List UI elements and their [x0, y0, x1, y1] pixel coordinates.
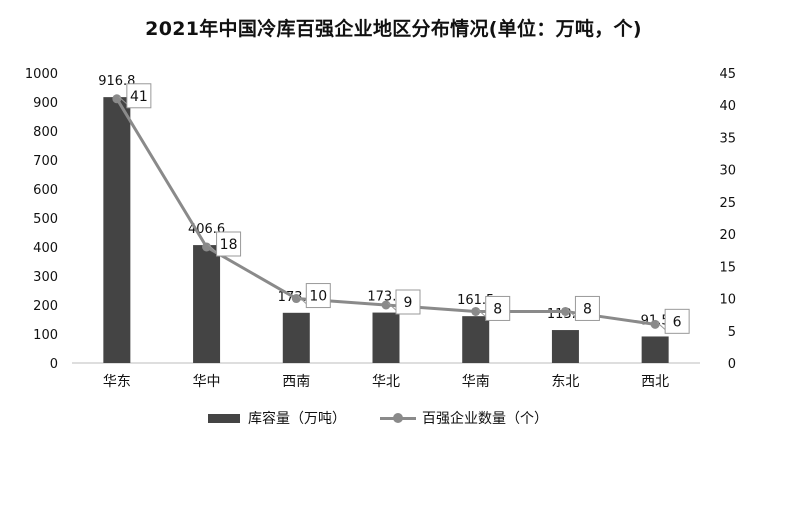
- bar: [103, 97, 131, 364]
- right-tick-label: 35: [719, 131, 736, 146]
- left-tick-label: 400: [33, 241, 58, 256]
- right-axis: 0 5 10 15 20 25 30 35 40 45: [719, 67, 736, 372]
- count-callout: 8: [477, 295, 511, 321]
- right-tick-label: 0: [728, 357, 736, 372]
- count-value-label: 18: [220, 237, 238, 253]
- right-tick-label: 5: [728, 325, 736, 340]
- left-tick-label: 900: [33, 96, 58, 111]
- bar-value-label: 916.8: [98, 74, 135, 89]
- count-point: [650, 319, 660, 329]
- left-axis: 0 100 200 300 400 500 600 700 800 900 1000: [25, 67, 58, 372]
- category-label: 华北: [372, 374, 400, 390]
- right-tick-label: 10: [719, 293, 736, 308]
- right-tick-label: 15: [719, 260, 736, 275]
- left-tick-label: 300: [33, 270, 58, 285]
- category-label: 华东: [103, 374, 131, 390]
- left-tick-label: 100: [33, 328, 58, 343]
- bar: [462, 316, 490, 363]
- chart-title: 2021年中国冷库百强企业地区分布情况(单位：万吨，个): [145, 18, 642, 40]
- legend-line-swatch: [380, 412, 416, 424]
- count-value-label: 10: [309, 289, 327, 305]
- right-tick-label: 40: [719, 99, 736, 114]
- right-tick-label: 45: [719, 67, 736, 82]
- bar: [551, 330, 579, 363]
- right-tick-label: 25: [719, 196, 736, 211]
- legend-item-line: 百强企业数量（个）: [380, 408, 548, 428]
- left-tick-label: 1000: [25, 67, 58, 82]
- bar-value-label: 173.9: [367, 290, 404, 305]
- count-point: [291, 294, 301, 304]
- category-labels: 华东 华中 西南 华北 华南 东北 西北: [103, 374, 669, 390]
- count-value-label: 8: [493, 301, 502, 317]
- count-point: [560, 306, 570, 316]
- count-callout: 41: [118, 83, 152, 109]
- bar: [282, 312, 310, 363]
- count-value-labels: 41 18 10 9 8 8 6: [118, 83, 690, 334]
- count-callout: 18: [208, 231, 242, 257]
- count-callout: 10: [297, 283, 331, 309]
- category-label: 西南: [282, 374, 310, 390]
- category-label: 华中: [193, 374, 221, 390]
- bar: [641, 336, 669, 363]
- bar-series: [103, 97, 669, 364]
- legend-bar-swatch: [208, 413, 240, 423]
- category-label: 华南: [462, 374, 490, 390]
- count-point: [112, 94, 122, 104]
- count-point: [381, 300, 391, 310]
- count-value-label: 9: [404, 295, 413, 311]
- count-callout: 9: [387, 289, 421, 315]
- legend-line-label: 百强企业数量（个）: [422, 411, 548, 427]
- legend-bar-label: 库容量（万吨）: [248, 411, 346, 427]
- count-value-label: 41: [130, 89, 148, 105]
- category-label: 东北: [551, 374, 579, 390]
- count-value-label: 6: [673, 314, 682, 330]
- left-tick-label: 0: [50, 357, 58, 372]
- left-tick-label: 200: [33, 299, 58, 314]
- count-point: [202, 242, 212, 252]
- count-callout: 6: [656, 308, 690, 334]
- legend: 库容量（万吨） 百强企业数量（个）: [208, 408, 582, 428]
- legend-item-bar: 库容量（万吨）: [208, 408, 346, 428]
- count-point: [471, 306, 481, 316]
- bar: [193, 245, 221, 363]
- left-tick-label: 600: [33, 183, 58, 198]
- count-value-label: 8: [583, 301, 592, 317]
- left-tick-label: 700: [33, 154, 58, 169]
- left-tick-label: 800: [33, 125, 58, 140]
- bar: [372, 312, 400, 363]
- right-tick-label: 20: [719, 228, 736, 243]
- bar-value-label: 161.5: [457, 293, 494, 308]
- left-tick-label: 500: [33, 212, 58, 227]
- right-tick-label: 30: [719, 164, 736, 179]
- count-callout: 8: [567, 295, 600, 321]
- category-label: 西北: [641, 374, 669, 390]
